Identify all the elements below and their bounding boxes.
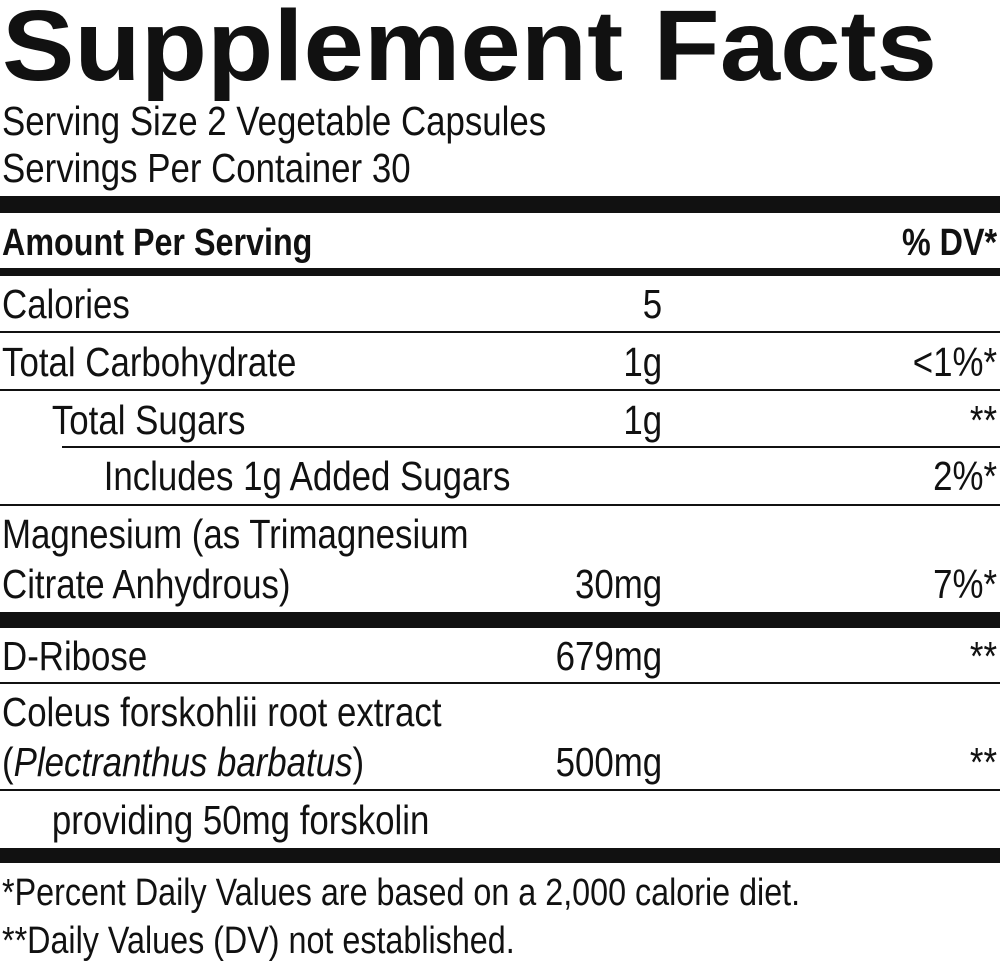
thin-rule: [0, 504, 1000, 506]
nutrient-amount: 5: [643, 282, 662, 327]
servings-per-container: Servings Per Container 30: [2, 146, 411, 191]
footnote: *Percent Daily Values are based on a 2,0…: [2, 872, 800, 914]
nutrient-name: Includes 1g Added Sugars: [104, 454, 511, 499]
serving-size: Serving Size 2 Vegetable Capsules: [2, 99, 546, 144]
nutrient-name: Citrate Anhydrous): [2, 562, 290, 607]
thick-rule: [0, 612, 1000, 628]
thick-rule: [0, 196, 1000, 213]
nutrient-dv: **: [970, 398, 997, 443]
thin-rule: [62, 446, 1000, 448]
nutrient-name: providing 50mg forskolin: [52, 798, 430, 843]
medium-rule: [0, 268, 1000, 276]
latin-name: Plectranthus barbatus: [14, 740, 353, 785]
nutrient-name: (Plectranthus barbatus): [2, 740, 364, 785]
paren: (: [2, 740, 14, 785]
nutrient-name: Calories: [2, 282, 130, 327]
thin-rule: [0, 682, 1000, 684]
nutrient-amount: 1g: [623, 398, 662, 443]
nutrient-amount: 30mg: [575, 562, 662, 607]
thin-rule: [0, 389, 1000, 391]
nutrient-dv: **: [970, 634, 997, 679]
nutrient-name: D-Ribose: [2, 634, 147, 679]
nutrient-dv: 7%*: [933, 562, 997, 607]
paren: ): [353, 740, 365, 785]
nutrient-name: Total Sugars: [52, 398, 246, 443]
footnote: **Daily Values (DV) not established.: [2, 920, 515, 962]
header-dv: % DV*: [902, 222, 997, 264]
title: Supplement Facts: [2, 0, 937, 102]
thin-rule: [0, 789, 1000, 791]
nutrient-dv: <1%*: [913, 340, 997, 385]
nutrient-name: Coleus forskohlii root extract: [2, 690, 442, 735]
header-amount: Amount Per Serving: [2, 222, 312, 264]
nutrient-dv: 2%*: [933, 454, 997, 499]
nutrient-amount: 679mg: [556, 634, 663, 679]
nutrient-name: Magnesium (as Trimagnesium: [2, 512, 469, 557]
thick-rule: [0, 848, 1000, 863]
nutrient-amount: 500mg: [556, 740, 663, 785]
thin-rule: [0, 331, 1000, 333]
nutrient-amount: 1g: [623, 340, 662, 385]
nutrient-name: Total Carbohydrate: [2, 340, 296, 385]
nutrient-dv: **: [970, 740, 997, 785]
